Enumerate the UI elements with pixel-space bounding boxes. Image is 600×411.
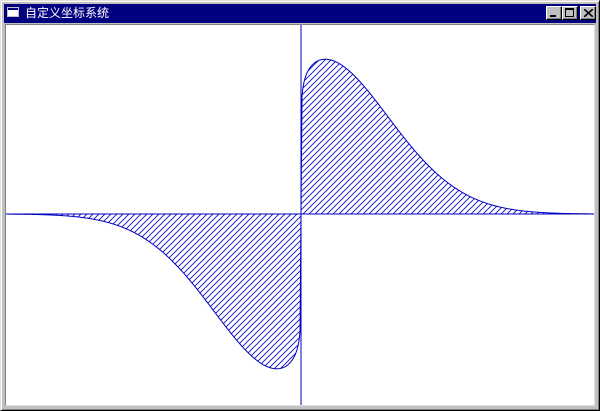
minimize-button[interactable] bbox=[546, 6, 562, 20]
client-area bbox=[5, 24, 595, 406]
plot-canvas bbox=[6, 25, 594, 405]
minimize-icon bbox=[550, 15, 556, 17]
negative-hatched-area bbox=[7, 213, 302, 370]
title-bar[interactable]: 自定义坐标系统 bbox=[4, 4, 596, 23]
window-title: 自定义坐标系统 bbox=[25, 6, 110, 20]
close-icon bbox=[584, 9, 593, 17]
maximize-button[interactable] bbox=[562, 6, 578, 20]
close-button[interactable] bbox=[580, 6, 596, 20]
window-app-icon[interactable] bbox=[7, 7, 19, 17]
maximize-icon bbox=[565, 8, 574, 17]
positive-hatched-area bbox=[300, 58, 594, 215]
